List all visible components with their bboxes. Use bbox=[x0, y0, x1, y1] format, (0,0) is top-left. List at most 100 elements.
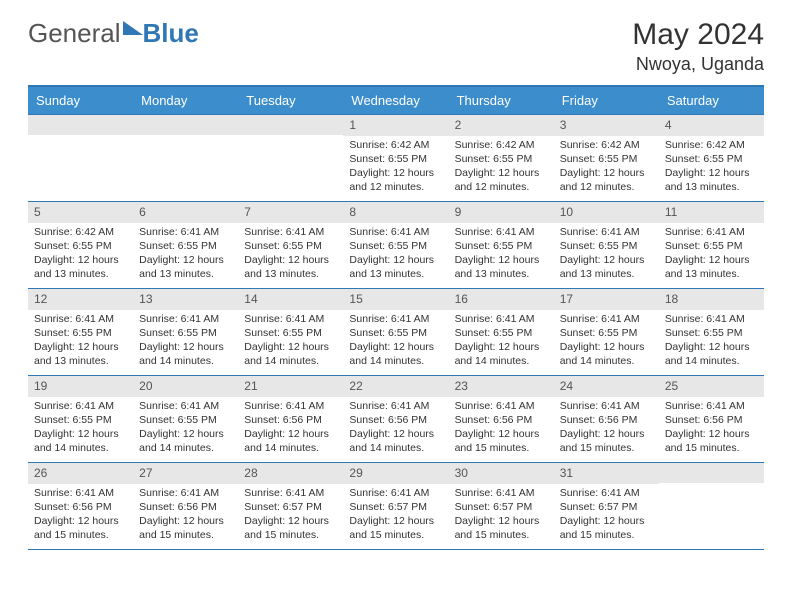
title-block: May 2024 Nwoya, Uganda bbox=[632, 18, 764, 75]
day-line: Daylight: 12 hours bbox=[34, 428, 127, 441]
day-line: Sunrise: 6:42 AM bbox=[349, 139, 442, 152]
week-row: 26Sunrise: 6:41 AMSunset: 6:56 PMDayligh… bbox=[28, 462, 764, 550]
day-number: 23 bbox=[449, 376, 554, 397]
day-line: and 15 minutes. bbox=[349, 529, 442, 542]
day-line: Sunset: 6:55 PM bbox=[560, 327, 653, 340]
day-body: Sunrise: 6:41 AMSunset: 6:55 PMDaylight:… bbox=[28, 397, 133, 462]
day-line: Sunrise: 6:41 AM bbox=[455, 400, 548, 413]
day-body: Sunrise: 6:41 AMSunset: 6:55 PMDaylight:… bbox=[343, 310, 448, 375]
day-body: Sunrise: 6:41 AMSunset: 6:57 PMDaylight:… bbox=[449, 484, 554, 549]
day-line: Sunrise: 6:41 AM bbox=[560, 487, 653, 500]
location: Nwoya, Uganda bbox=[632, 54, 764, 75]
day-number: 11 bbox=[659, 202, 764, 223]
day-body: Sunrise: 6:41 AMSunset: 6:56 PMDaylight:… bbox=[659, 397, 764, 462]
day-body: Sunrise: 6:41 AMSunset: 6:55 PMDaylight:… bbox=[238, 310, 343, 375]
dayhead-tuesday: Tuesday bbox=[238, 87, 343, 114]
day-number: 19 bbox=[28, 376, 133, 397]
day-number: 10 bbox=[554, 202, 659, 223]
day-line: Daylight: 12 hours bbox=[560, 515, 653, 528]
logo-text-blue: Blue bbox=[143, 18, 199, 49]
day-line: Sunset: 6:55 PM bbox=[349, 153, 442, 166]
day-line: Daylight: 12 hours bbox=[665, 428, 758, 441]
day-line: Daylight: 12 hours bbox=[560, 167, 653, 180]
day-number: 8 bbox=[343, 202, 448, 223]
day-line: Sunrise: 6:41 AM bbox=[244, 313, 337, 326]
day-line: Sunrise: 6:41 AM bbox=[455, 487, 548, 500]
day-line: Daylight: 12 hours bbox=[349, 341, 442, 354]
day-line: Daylight: 12 hours bbox=[139, 254, 232, 267]
week-row: 19Sunrise: 6:41 AMSunset: 6:55 PMDayligh… bbox=[28, 375, 764, 462]
day-body: Sunrise: 6:42 AMSunset: 6:55 PMDaylight:… bbox=[343, 136, 448, 201]
day-number: 3 bbox=[554, 115, 659, 136]
day-number: 26 bbox=[28, 463, 133, 484]
week-row: 12Sunrise: 6:41 AMSunset: 6:55 PMDayligh… bbox=[28, 288, 764, 375]
day-line: Sunrise: 6:41 AM bbox=[349, 226, 442, 239]
day-line: Sunrise: 6:42 AM bbox=[455, 139, 548, 152]
day-body bbox=[659, 483, 764, 491]
weeks-container: 1Sunrise: 6:42 AMSunset: 6:55 PMDaylight… bbox=[28, 114, 764, 550]
day-line: Sunset: 6:55 PM bbox=[244, 240, 337, 253]
day-body bbox=[238, 135, 343, 143]
day-body: Sunrise: 6:41 AMSunset: 6:55 PMDaylight:… bbox=[238, 223, 343, 288]
day-line: Sunset: 6:56 PM bbox=[665, 414, 758, 427]
day-body: Sunrise: 6:41 AMSunset: 6:57 PMDaylight:… bbox=[343, 484, 448, 549]
day-line: and 12 minutes. bbox=[349, 181, 442, 194]
day-line: and 14 minutes. bbox=[34, 442, 127, 455]
day-cell: 23 Sunrise: 6:41 AMSunset: 6:56 PMDayligh… bbox=[449, 376, 554, 462]
day-body: Sunrise: 6:41 AMSunset: 6:55 PMDaylight:… bbox=[449, 310, 554, 375]
day-line: Sunset: 6:57 PM bbox=[455, 501, 548, 514]
day-line: Daylight: 12 hours bbox=[349, 428, 442, 441]
day-line: Sunrise: 6:41 AM bbox=[139, 487, 232, 500]
day-body: Sunrise: 6:41 AMSunset: 6:55 PMDaylight:… bbox=[554, 223, 659, 288]
day-line: and 14 minutes. bbox=[139, 442, 232, 455]
day-body: Sunrise: 6:42 AMSunset: 6:55 PMDaylight:… bbox=[659, 136, 764, 201]
day-cell: 4Sunrise: 6:42 AMSunset: 6:55 PMDaylight… bbox=[659, 115, 764, 201]
day-line: Sunrise: 6:41 AM bbox=[560, 400, 653, 413]
day-line: Sunset: 6:55 PM bbox=[244, 327, 337, 340]
day-line: Sunrise: 6:42 AM bbox=[665, 139, 758, 152]
day-line: Sunrise: 6:42 AM bbox=[560, 139, 653, 152]
day-line: Sunset: 6:57 PM bbox=[560, 501, 653, 514]
day-cell bbox=[28, 115, 133, 201]
day-number: 31 bbox=[554, 463, 659, 484]
day-line: Sunset: 6:56 PM bbox=[34, 501, 127, 514]
day-number: 13 bbox=[133, 289, 238, 310]
day-line: Daylight: 12 hours bbox=[349, 167, 442, 180]
day-number: 30 bbox=[449, 463, 554, 484]
day-body: Sunrise: 6:42 AMSunset: 6:55 PMDaylight:… bbox=[554, 136, 659, 201]
day-body: Sunrise: 6:41 AMSunset: 6:56 PMDaylight:… bbox=[28, 484, 133, 549]
day-number: 5 bbox=[28, 202, 133, 223]
day-line: Sunset: 6:55 PM bbox=[560, 240, 653, 253]
day-number bbox=[659, 463, 764, 483]
day-cell: 6Sunrise: 6:41 AMSunset: 6:55 PMDaylight… bbox=[133, 202, 238, 288]
day-line: Sunrise: 6:41 AM bbox=[139, 226, 232, 239]
day-line: Daylight: 12 hours bbox=[455, 341, 548, 354]
day-cell bbox=[659, 463, 764, 549]
day-line: Sunrise: 6:41 AM bbox=[665, 400, 758, 413]
day-number: 22 bbox=[343, 376, 448, 397]
day-line: and 15 minutes. bbox=[34, 529, 127, 542]
day-line: Daylight: 12 hours bbox=[560, 428, 653, 441]
day-number: 2 bbox=[449, 115, 554, 136]
day-number: 20 bbox=[133, 376, 238, 397]
day-line: and 13 minutes. bbox=[244, 268, 337, 281]
day-line: Sunset: 6:56 PM bbox=[455, 414, 548, 427]
day-line: Daylight: 12 hours bbox=[139, 341, 232, 354]
day-line: Daylight: 12 hours bbox=[455, 428, 548, 441]
day-line: and 14 minutes. bbox=[244, 355, 337, 368]
day-number: 24 bbox=[554, 376, 659, 397]
dayhead-saturday: Saturday bbox=[659, 87, 764, 114]
day-line: Sunset: 6:57 PM bbox=[349, 501, 442, 514]
day-line: Sunrise: 6:41 AM bbox=[349, 487, 442, 500]
day-line: and 13 minutes. bbox=[349, 268, 442, 281]
day-cell: 22Sunrise: 6:41 AMSunset: 6:56 PMDayligh… bbox=[343, 376, 448, 462]
dayhead-wednesday: Wednesday bbox=[343, 87, 448, 114]
day-line: and 14 minutes. bbox=[455, 355, 548, 368]
day-line: Sunset: 6:55 PM bbox=[139, 240, 232, 253]
day-line: Sunset: 6:55 PM bbox=[349, 327, 442, 340]
day-line: Sunset: 6:55 PM bbox=[455, 240, 548, 253]
day-line: Sunset: 6:55 PM bbox=[34, 327, 127, 340]
day-line: Sunrise: 6:41 AM bbox=[244, 226, 337, 239]
day-line: and 12 minutes. bbox=[455, 181, 548, 194]
day-number: 28 bbox=[238, 463, 343, 484]
